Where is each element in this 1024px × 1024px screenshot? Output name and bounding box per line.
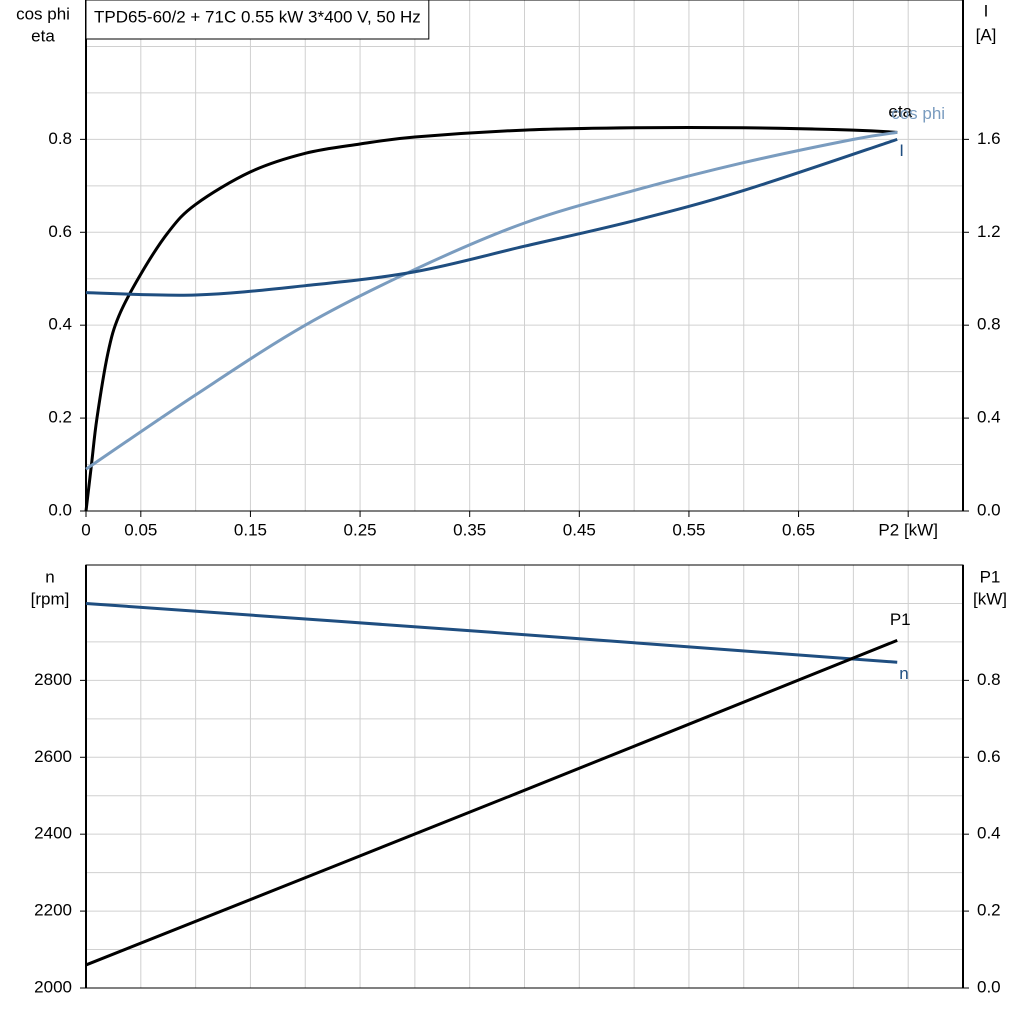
y-tick-label: 2800 [34, 670, 72, 689]
series-label: n [899, 664, 908, 683]
y2-tick-label: 1.2 [977, 222, 1001, 241]
title-box [85, 0, 430, 40]
series-line [85, 130, 898, 471]
x-tick-label: 0.15 [234, 520, 267, 539]
series-label: eta [888, 102, 912, 121]
y-axis-title: eta [31, 26, 55, 45]
series-label: cos phi [891, 104, 945, 123]
series-label: I [899, 141, 904, 160]
series-label: P1 [890, 610, 911, 629]
x-tick-label: 0.35 [453, 520, 486, 539]
x-tick-label: 0.05 [124, 520, 157, 539]
y-tick-label: 0.8 [48, 129, 72, 148]
y-axis-title: cos phi [16, 4, 70, 23]
y-tick-label: 2000 [34, 977, 72, 996]
x-tick-label: 0 [81, 520, 90, 539]
series-line [84, 125, 898, 512]
y2-tick-label: 0.0 [977, 977, 1001, 996]
chart-title: TPD65-60/2 + 71C 0.55 kW 3*400 V, 50 Hz [94, 7, 421, 26]
y-tick-label: 0.6 [48, 222, 72, 241]
y2-axis-title: P1 [980, 567, 1001, 586]
y-tick-label: 0.2 [48, 408, 72, 427]
y-tick-label: 2200 [34, 901, 72, 920]
y2-axis-title: [kW] [973, 589, 1007, 608]
y2-tick-label: 0.4 [977, 824, 1001, 843]
x-tick-label: 0.25 [344, 520, 377, 539]
y-tick-label: 2600 [34, 747, 72, 766]
series-line [85, 601, 898, 664]
series-line [85, 137, 898, 297]
y-tick-label: 0.4 [48, 315, 72, 334]
x-tick-label: 0.65 [782, 520, 815, 539]
y2-tick-label: 0.4 [977, 408, 1001, 427]
y-axis-title: n [45, 567, 54, 586]
y2-tick-label: 0.8 [977, 315, 1001, 334]
y-axis-title: [rpm] [31, 589, 70, 608]
y2-tick-label: 0.8 [977, 670, 1001, 689]
y2-axis-title: I [984, 1, 989, 20]
x-tick-label: P2 [kW] [878, 520, 938, 539]
y-tick-label: 0.0 [48, 500, 72, 519]
series-line [85, 638, 898, 967]
y2-tick-label: 0.2 [977, 901, 1001, 920]
y-tick-label: 2400 [34, 824, 72, 843]
x-tick-label: 0.45 [563, 520, 596, 539]
y2-tick-label: 0.0 [977, 500, 1001, 519]
y2-tick-label: 1.6 [977, 129, 1001, 148]
x-tick-label: 0.55 [672, 520, 705, 539]
y2-tick-label: 0.6 [977, 747, 1001, 766]
y2-axis-title: [A] [976, 25, 997, 44]
